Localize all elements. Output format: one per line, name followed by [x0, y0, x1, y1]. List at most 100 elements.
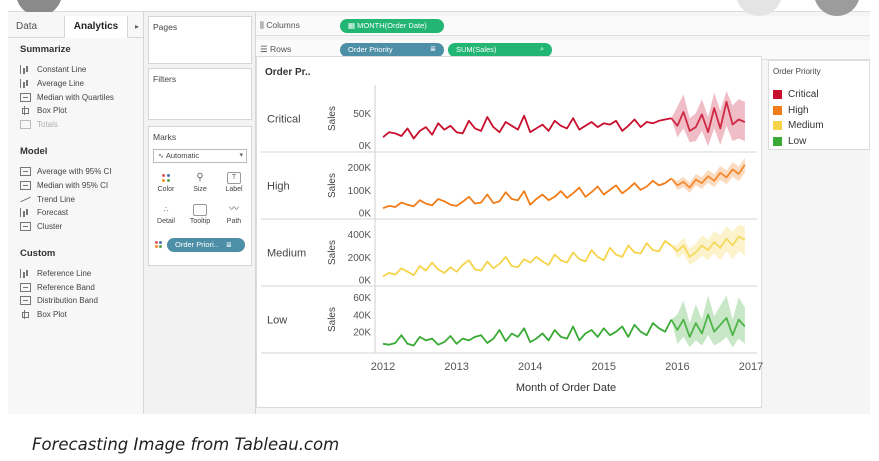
item-label: Median with Quartiles	[37, 92, 114, 102]
marks-path-button[interactable]: 〰 Path	[219, 201, 249, 229]
analytics-item-box-plot-custom[interactable]: Box Plot	[20, 308, 67, 320]
columns-pill-month[interactable]: ▦ MONTH(Order Date)	[340, 19, 444, 33]
label-icon: T	[227, 172, 241, 184]
section-title-summarize: Summarize	[20, 44, 71, 55]
pill-label: SUM(Sales)	[456, 45, 497, 54]
series-line-medium	[382, 240, 672, 278]
legend-title: Order Priority	[773, 67, 821, 76]
y-axis-title: Sales	[327, 173, 338, 198]
mark-button-label: Label	[225, 186, 243, 193]
legend-item-medium[interactable]: Medium	[773, 119, 824, 131]
tooltip-icon	[193, 204, 207, 216]
path-icon: 〰	[229, 204, 239, 215]
item-label: Trend Line	[37, 194, 75, 204]
pane-menu-arrow-icon[interactable]: ▸	[134, 22, 139, 31]
window-control-circle[interactable]	[736, 0, 782, 16]
cards-pane: Pages Filters Marks ∿ Automatic ▾ Color	[144, 12, 256, 414]
forecast-chart: Order Pr.. Critical Sales 50K 0K High Sales 200…	[261, 67, 763, 394]
analytics-item-distribution-band[interactable]: Distribution Band	[20, 294, 98, 306]
box-icon	[20, 180, 31, 190]
rows-shelf: ☰ Rows Order Priority ≣ SUM(Sales) ⌕	[256, 40, 870, 60]
pill-label: Order Priori..	[175, 240, 218, 249]
sort-icon: ≣	[225, 242, 232, 249]
analytics-item-forecast[interactable]: Forecast	[20, 206, 68, 218]
x-tick-label: 2017	[739, 361, 763, 373]
marks-tooltip-button[interactable]: Tooltip	[185, 201, 215, 229]
bars-icon	[20, 64, 31, 74]
legend-label: Medium	[788, 119, 824, 131]
marks-card: Marks ∿ Automatic ▾ Color ⚲ Size T	[148, 126, 252, 266]
marks-detail-button[interactable]: ∴ Detail	[151, 201, 181, 229]
marks-color-pill[interactable]: Order Priori.. ≣	[167, 238, 245, 252]
columns-shelf: ⫼ Columns ▦ MONTH(Order Date)	[256, 16, 870, 36]
mark-type-value: Automatic	[165, 151, 200, 160]
pages-title: Pages	[153, 22, 178, 32]
forecast-band-medium	[671, 225, 745, 265]
marks-label-button[interactable]: T Label	[219, 169, 249, 197]
y-axis-title: Sales	[327, 106, 338, 131]
analytics-item-constant-line[interactable]: Constant Line	[20, 63, 86, 75]
analytics-item-median-quartiles[interactable]: Median with Quartiles	[20, 91, 114, 103]
item-label: Reference Line	[37, 268, 92, 278]
box-icon	[20, 92, 31, 102]
analytics-item-reference-line[interactable]: Reference Line	[20, 267, 91, 279]
totals-icon	[20, 119, 31, 129]
window-top-bar	[8, 0, 870, 16]
item-label: Median with 95% CI	[37, 180, 109, 190]
image-caption: Forecasting Image from Tableau.com	[32, 435, 340, 454]
legend-item-low[interactable]: Low	[773, 135, 806, 147]
y-tick-label: 0K	[359, 276, 372, 287]
color-icon	[159, 172, 173, 184]
analytics-item-box-plot[interactable]: Box Plot	[20, 104, 67, 116]
item-label: Box Plot	[37, 309, 67, 319]
forecast-line-critical	[670, 100, 746, 134]
item-label: Totals	[37, 119, 58, 129]
box-icon	[20, 282, 31, 292]
rows-shelf-label: ☰ Rows	[260, 44, 292, 54]
rows-pill-sum-sales[interactable]: SUM(Sales) ⌕	[448, 43, 552, 57]
pages-card[interactable]: Pages	[148, 16, 252, 64]
x-tick-label: 2015	[592, 361, 616, 373]
section-title-model: Model	[20, 146, 48, 157]
item-label: Reference Band	[37, 282, 95, 292]
row-header-high: High	[267, 181, 290, 193]
y-tick-label: 200K	[348, 253, 372, 264]
marks-title: Marks	[153, 132, 177, 142]
box-icon	[20, 221, 31, 231]
forecast-line-medium	[670, 235, 746, 258]
analytics-item-reference-band[interactable]: Reference Band	[20, 281, 95, 293]
x-tick-label: 2016	[665, 361, 689, 373]
y-tick-label: 200K	[348, 163, 372, 174]
mark-type-dropdown[interactable]: ∿ Automatic ▾	[153, 149, 247, 163]
window-control-circle[interactable]	[814, 0, 860, 16]
forecast-band-critical	[671, 91, 745, 147]
section-title-custom: Custom	[20, 248, 56, 259]
legend-item-critical[interactable]: Critical	[773, 88, 819, 100]
legend-item-high[interactable]: High	[773, 104, 809, 116]
row-header-medium: Medium	[267, 248, 306, 260]
analytics-pane: Data Analytics ▸ Summarize Constant Line…	[8, 12, 144, 414]
analytics-item-average-ci[interactable]: Average with 95% CI	[20, 165, 112, 177]
analytics-item-cluster[interactable]: Cluster	[20, 220, 62, 232]
marks-size-button[interactable]: ⚲ Size	[185, 169, 215, 197]
tab-data[interactable]: Data	[16, 21, 38, 32]
forecast-line-low	[670, 313, 746, 338]
analytics-item-trend-line[interactable]: Trend Line	[20, 193, 75, 205]
line-mark-icon: ∿	[158, 153, 166, 160]
row-header-low: Low	[267, 315, 287, 327]
analytics-item-average-line[interactable]: Average Line	[20, 77, 84, 89]
tab-analytics[interactable]: Analytics	[64, 16, 128, 38]
y-tick-label: 0K	[359, 209, 372, 220]
color-legend: Order Priority Critical High Medium Low	[768, 60, 870, 150]
y-tick-label: 20K	[353, 328, 371, 339]
bars-icon	[20, 78, 31, 88]
y-tick-label: 40K	[353, 310, 371, 321]
boxplot-icon	[20, 309, 31, 319]
marks-color-button[interactable]: Color	[151, 169, 181, 197]
series-line-critical	[382, 114, 672, 140]
analytics-item-totals: Totals	[20, 118, 58, 130]
filters-card[interactable]: Filters	[148, 68, 252, 120]
analytics-item-median-ci[interactable]: Median with 95% CI	[20, 179, 108, 191]
mark-button-label: Color	[157, 186, 175, 193]
rows-pill-order-priority[interactable]: Order Priority ≣	[340, 43, 444, 57]
